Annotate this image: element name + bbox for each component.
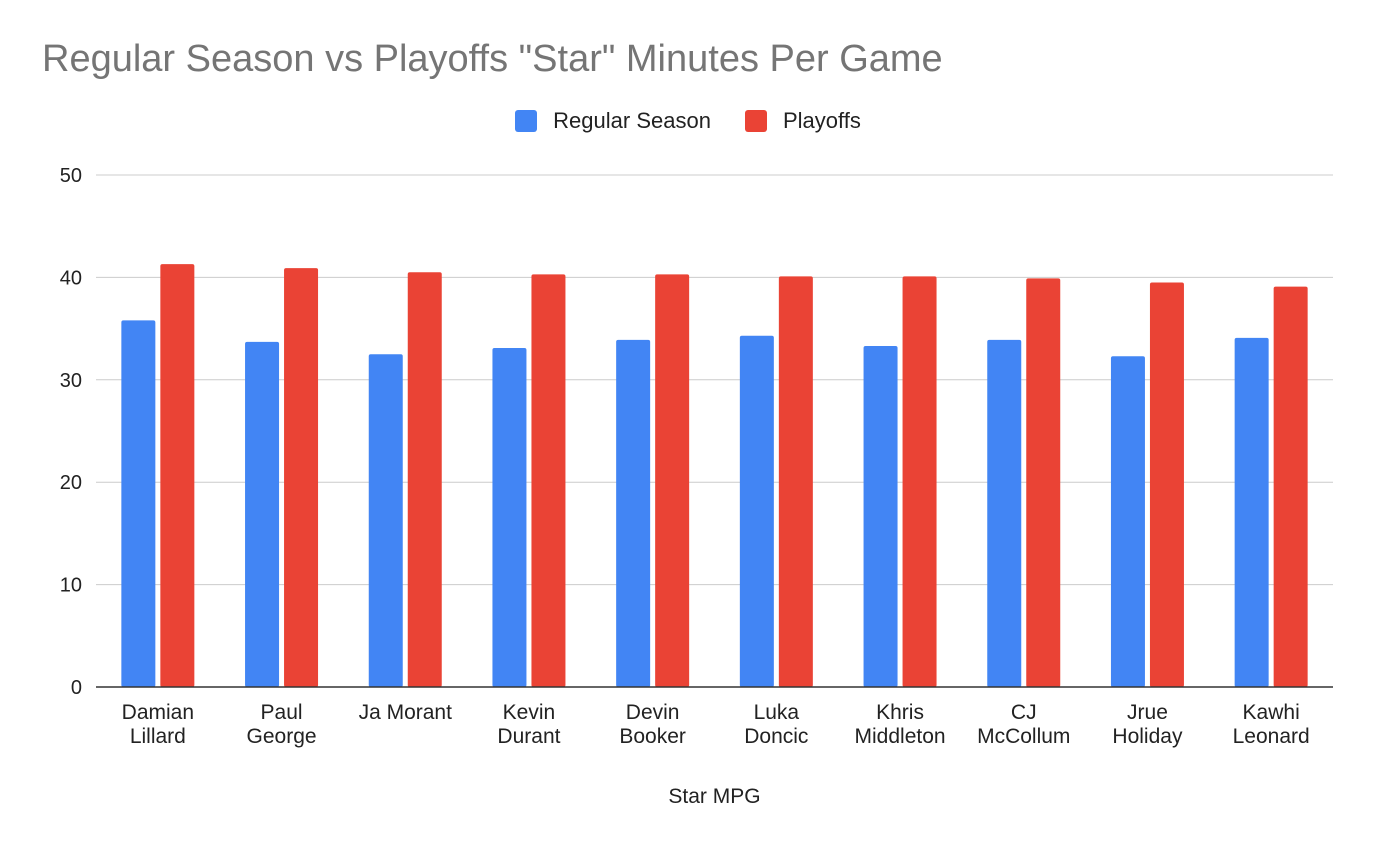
x-tick-label: Jrue Holiday: [1112, 701, 1183, 748]
bar-playoffs: [655, 274, 690, 687]
bar-playoffs: [160, 264, 195, 687]
y-tick-label: 30: [60, 370, 82, 392]
legend-item-playoffs[interactable]: Playoffs: [744, 108, 861, 134]
bar-playoffs: [1273, 286, 1308, 687]
y-tick-label: 50: [60, 165, 82, 187]
legend: Regular Season Playoffs: [0, 108, 1376, 134]
legend-label-playoffs: Playoffs: [782, 108, 861, 133]
bar-regular-season: [245, 341, 280, 687]
bar-regular-season: [492, 348, 527, 687]
x-tick-label: Paul George: [247, 701, 317, 748]
x-tick-label: CJ McCollum: [977, 701, 1070, 748]
bar-regular-season: [987, 339, 1022, 687]
y-tick-label: 20: [60, 472, 82, 494]
bar-regular-season: [616, 339, 651, 687]
legend-swatch-regular-season: [515, 110, 538, 132]
bar-playoffs: [284, 268, 319, 687]
x-tick-label: Damian Lillard: [122, 701, 194, 748]
x-tick-label: Kawhi Leonard: [1233, 701, 1310, 748]
bar-playoffs: [1149, 282, 1184, 687]
bar-playoffs: [778, 276, 813, 687]
bar-regular-season: [739, 335, 774, 687]
x-tick-label: Devin Booker: [619, 701, 686, 748]
bar-playoffs: [902, 276, 937, 687]
y-tick-label: 10: [60, 575, 82, 597]
y-tick-label: 40: [60, 267, 82, 289]
x-tick-label: Kevin Durant: [497, 701, 560, 748]
legend-item-regular-season[interactable]: Regular Season: [515, 108, 711, 134]
bar-regular-season: [1234, 337, 1269, 687]
legend-swatch-playoffs: [744, 110, 767, 132]
x-tick-label: Khris Middleton: [855, 701, 946, 748]
x-tick-label: Ja Morant: [359, 701, 453, 724]
bar-playoffs: [407, 272, 442, 687]
bar-regular-season: [121, 320, 156, 687]
bar-regular-season: [1110, 356, 1145, 687]
bar-regular-season: [863, 346, 898, 687]
bar-regular-season: [368, 354, 403, 687]
bar-playoffs: [1026, 278, 1061, 687]
bar-playoffs: [531, 274, 566, 687]
y-tick-label: 0: [71, 677, 82, 699]
chart-title: Regular Season vs Playoffs "Star" Minute…: [42, 38, 943, 80]
x-axis-title: Star MPG: [668, 785, 760, 808]
legend-label-regular-season: Regular Season: [553, 108, 711, 133]
x-tick-label: Luka Doncic: [744, 701, 808, 748]
